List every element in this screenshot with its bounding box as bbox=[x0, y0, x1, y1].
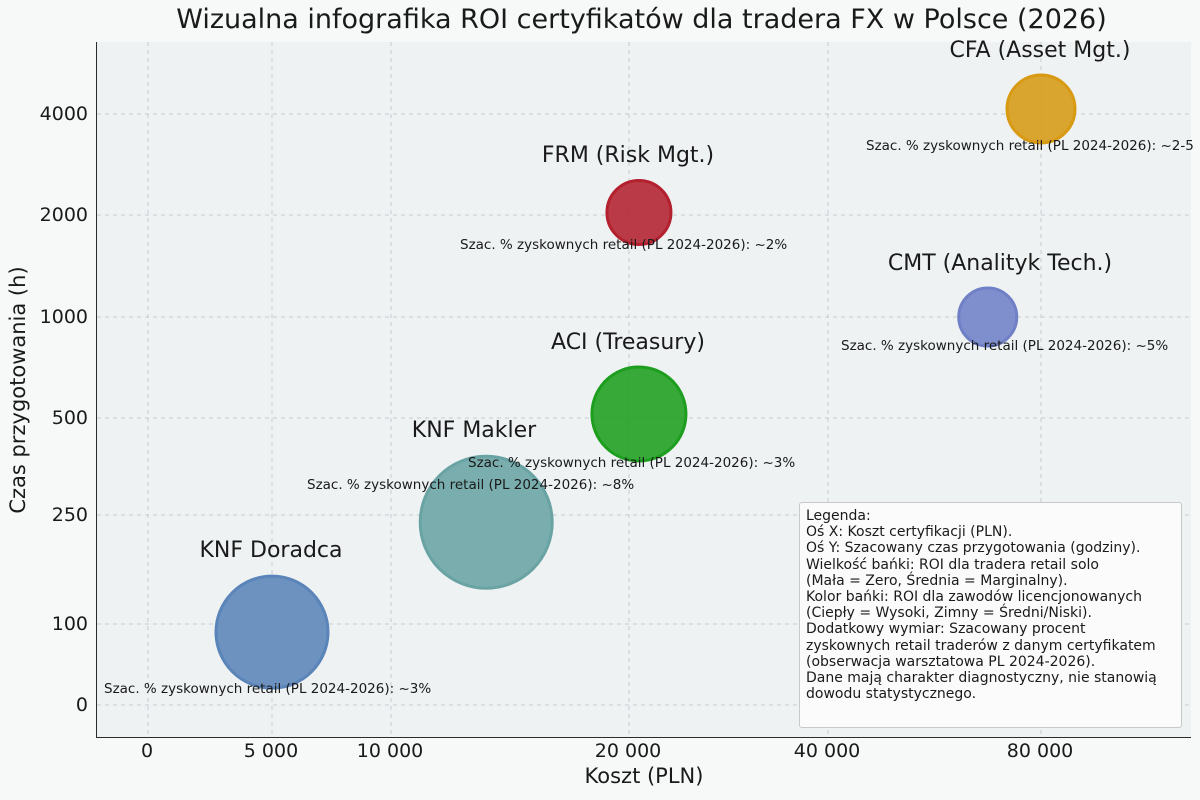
x-tick-label: 40 000 bbox=[793, 740, 861, 762]
y-tick-label: 2000 bbox=[39, 204, 88, 226]
bubble-3 bbox=[605, 178, 673, 246]
chart-title: Wizualna infografika ROI certyfikatów dl… bbox=[176, 4, 1107, 35]
x-tick-label: 5 000 bbox=[243, 740, 299, 762]
x-tick-label: 0 bbox=[140, 740, 154, 762]
legend-heading: Legenda: bbox=[806, 508, 871, 524]
legend-line: Dodatkowy wymiar: Szacowany procent bbox=[806, 621, 1086, 638]
legend-line: Oś X: Koszt certyfikacji (PLN). bbox=[806, 524, 1013, 541]
bubble-4 bbox=[957, 286, 1019, 348]
x-axis-label: Koszt (PLN) bbox=[584, 764, 704, 788]
y-tick-label: 250 bbox=[51, 504, 88, 526]
bubble-label: KNF Makler bbox=[411, 418, 537, 444]
bubble-1 bbox=[418, 454, 554, 590]
x-tick-label: 20 000 bbox=[594, 740, 662, 762]
bubble-note: Szac. % zyskownych retail (PL 2024-2026)… bbox=[460, 237, 788, 254]
legend-line: zyskownych retail traderów z danym certy… bbox=[806, 637, 1156, 654]
bubble-label: CFA (Asset Mgt.) bbox=[949, 37, 1131, 63]
legend-line: Oś Y: Szacowany czas przygotowania (godz… bbox=[806, 540, 1141, 557]
x-tick-label: 10 000 bbox=[356, 740, 424, 762]
bubble-label: KNF Doradca bbox=[199, 538, 343, 564]
y-tick-label: 100 bbox=[51, 613, 88, 635]
bubble-2 bbox=[590, 365, 688, 463]
bubble-note: Szac. % zyskownych retail (PL 2024-2026)… bbox=[866, 137, 1194, 154]
legend-line: (Mała = Zero, Średnia = Marginalny). bbox=[806, 572, 1068, 589]
y-tick-label: 0 bbox=[75, 694, 88, 716]
legend-line: (obserwacja warsztatowa PL 2024-2026). bbox=[806, 653, 1096, 670]
bubble-label: FRM (Risk Mgt.) bbox=[541, 143, 715, 169]
legend-box: Legenda: Oś X: Koszt certyfikacji (PLN). O… bbox=[799, 502, 1182, 728]
bubble-5 bbox=[1005, 73, 1077, 145]
legend-line: dowodu statystycznego. bbox=[806, 686, 977, 703]
y-tick-label: 4000 bbox=[39, 103, 88, 125]
legend-line: Wielkość bańki: ROI dla tradera retail s… bbox=[806, 556, 1099, 573]
bubble-0 bbox=[214, 574, 330, 690]
legend-line: Kolor bańki: ROI dla zawodów licencjonow… bbox=[806, 589, 1142, 606]
legend-line: Dane mają charakter diagnostyczny, nie s… bbox=[806, 670, 1157, 687]
legend-line: (Ciepły = Wysoki, Zimny = Średni/Niski). bbox=[806, 605, 1092, 622]
bubble-note: Szac. % zyskownych retail (PL 2024-2026)… bbox=[841, 338, 1169, 354]
y-tick-label: 1000 bbox=[39, 306, 88, 328]
x-tick-label: 80 000 bbox=[1006, 740, 1074, 762]
bubble-label: ACI (Treasury) bbox=[551, 329, 705, 355]
bubble-label: CMT (Analityk Tech.) bbox=[887, 251, 1113, 276]
y-tick-label: 500 bbox=[51, 407, 88, 429]
bubble-note: Szac. % zyskownych retail (PL 2024-2026)… bbox=[468, 454, 796, 471]
bubble-note: Szac. % zyskownych retail (PL 2024-2026)… bbox=[307, 477, 635, 494]
bubble-note: Szac. % zyskownych retail (PL 2024-2026)… bbox=[104, 681, 432, 698]
